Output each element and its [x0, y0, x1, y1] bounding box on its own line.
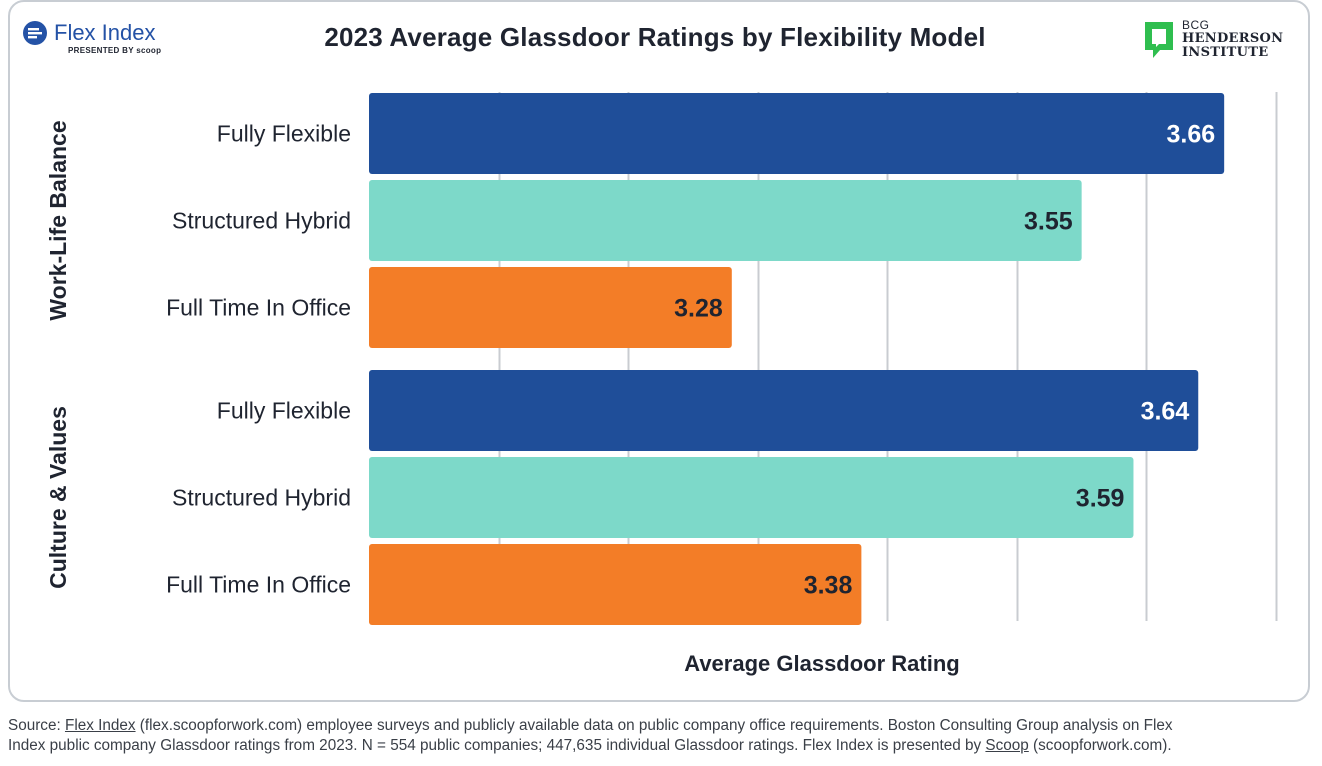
- source-line-2: Index public company Glassdoor ratings f…: [8, 737, 1172, 754]
- x-axis-label: Average Glassdoor Rating: [684, 651, 959, 676]
- bar: [369, 457, 1134, 538]
- source-line-1: Source: Flex Index (flex.scoopforwork.co…: [8, 717, 1173, 734]
- presented-by-text: PRESENTED BY scoop: [68, 46, 162, 55]
- flex-index-name: Flex Index: [54, 20, 156, 45]
- group-label: Culture & Values: [45, 406, 71, 589]
- data-label: 3.66: [1166, 121, 1215, 149]
- bar: [369, 544, 862, 625]
- bar: [369, 180, 1082, 261]
- henderson-text: HENDERSON: [1182, 31, 1284, 46]
- flex-index-logo: Flex Index PRESENTED BY scoop: [22, 20, 182, 60]
- data-label: 3.28: [674, 295, 723, 323]
- flex-index-logo-icon: [23, 21, 47, 45]
- bcg-henderson-logo: BCG HENDERSON INSTITUTE: [1144, 18, 1304, 62]
- bar: [369, 93, 1225, 174]
- bar: [369, 267, 732, 348]
- data-label: 3.59: [1076, 485, 1125, 513]
- bcg-text: BCG: [1182, 18, 1210, 32]
- data-label: 3.55: [1024, 208, 1073, 236]
- category-label: Fully Flexible: [217, 121, 351, 147]
- category-label: Structured Hybrid: [172, 208, 351, 234]
- data-label: 3.38: [804, 572, 853, 600]
- category-label: Fully Flexible: [217, 398, 351, 424]
- category-label: Structured Hybrid: [172, 485, 351, 511]
- scoop-link[interactable]: Scoop: [985, 737, 1029, 754]
- bar: [369, 370, 1199, 451]
- source-note: Source: Flex Index (flex.scoopforwork.co…: [8, 716, 1318, 756]
- category-label: Full Time In Office: [166, 295, 351, 321]
- flex-index-link[interactable]: Flex Index: [64, 717, 136, 734]
- bar-chart: Fully Flexible 3.66 Structured Hybrid 3.55 F…: [45, 92, 1278, 676]
- chart-title: 2023 Average Glassdoor Ratings by Flexib…: [324, 22, 986, 52]
- group-label: Work-Life Balance: [45, 120, 71, 320]
- category-label: Full Time In Office: [166, 572, 351, 598]
- institute-text: INSTITUTE: [1182, 45, 1269, 60]
- bcg-henderson-logo-icon: [1145, 22, 1173, 58]
- data-label: 3.64: [1141, 398, 1190, 426]
